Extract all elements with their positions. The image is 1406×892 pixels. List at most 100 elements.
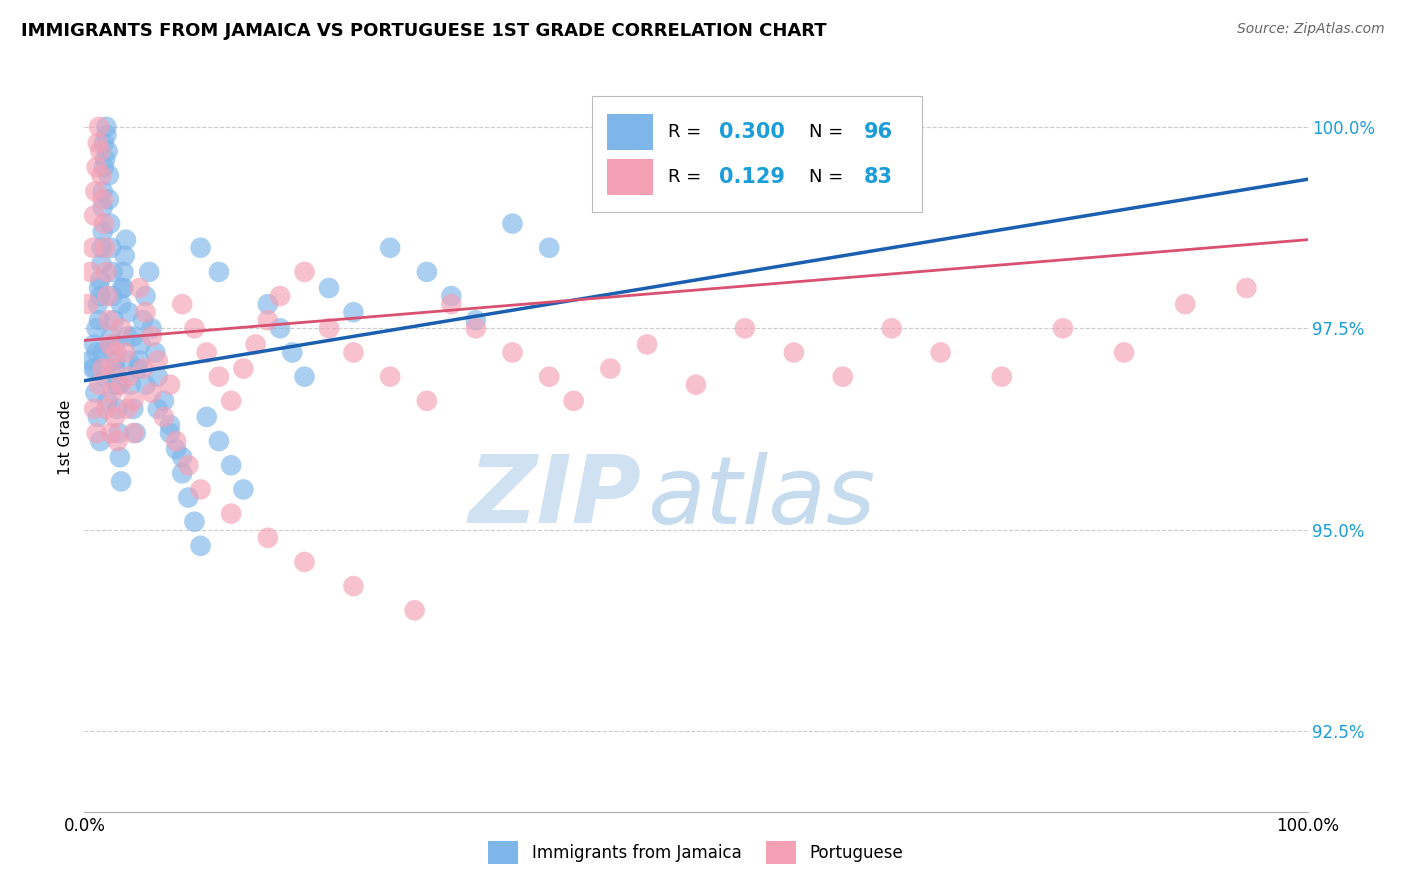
Point [416,393,439,408]
Point [464,321,486,335]
Point [685,377,707,392]
Point [97,168,120,182]
Point [257,531,280,545]
Point [404,603,426,617]
Point [502,217,524,231]
Point [91,345,114,359]
Point [100,329,122,343]
Text: 83: 83 [863,167,893,187]
Text: 96: 96 [863,122,893,142]
Point [93,160,115,174]
Point [269,321,291,335]
Point [87,409,110,424]
Point [101,385,124,400]
Point [342,305,364,319]
Point [734,321,756,335]
Point [86,321,108,335]
Text: R =: R = [668,123,707,141]
Point [146,369,169,384]
Point [86,425,108,440]
Point [143,345,166,359]
Point [129,337,152,351]
Point [114,345,136,359]
Point [100,241,122,255]
Point [104,353,127,368]
Point [172,297,194,311]
Point [132,361,155,376]
Point [269,289,291,303]
Point [195,345,218,359]
Point [77,297,100,311]
Text: ZIP: ZIP [468,451,641,543]
Point [110,321,132,335]
Point [97,289,120,303]
Point [416,265,439,279]
Text: IMMIGRANTS FROM JAMAICA VS PORTUGUESE 1ST GRADE CORRELATION CHART: IMMIGRANTS FROM JAMAICA VS PORTUGUESE 1S… [21,22,827,40]
Text: 0.129: 0.129 [720,167,785,187]
Point [562,393,585,408]
Point [94,152,117,166]
Point [172,467,194,481]
Point [83,337,105,351]
Text: Source: ZipAtlas.com: Source: ZipAtlas.com [1237,22,1385,37]
Point [79,265,101,279]
Point [83,401,105,416]
Point [294,555,316,569]
Point [98,337,121,351]
Point [138,265,160,279]
Point [110,475,132,489]
Point [783,345,806,359]
Point [177,458,200,473]
Point [79,353,101,368]
Point [93,136,115,150]
Point [82,241,104,255]
Point [105,377,128,392]
Y-axis label: 1st Grade: 1st Grade [58,400,73,475]
Point [440,297,463,311]
Point [97,313,120,327]
Point [318,281,340,295]
Point [91,225,114,239]
Point [159,425,181,440]
Text: atlas: atlas [647,451,876,542]
Point [380,369,402,384]
Point [132,313,155,327]
Point [110,377,132,392]
Point [90,168,112,182]
Point [281,345,304,359]
Point [100,361,122,376]
Point [110,297,132,311]
Point [96,120,118,134]
Point [122,393,145,408]
Point [104,337,127,351]
Point [257,297,280,311]
Point [122,401,145,416]
Text: N =: N = [808,123,848,141]
Point [245,337,267,351]
Point [87,297,110,311]
Point [502,345,524,359]
Point [82,361,104,376]
Point [86,345,108,359]
Point [440,289,463,303]
Point [96,128,118,142]
Point [1114,345,1136,359]
Point [87,281,110,295]
Point [114,249,136,263]
Point [342,579,364,593]
Point [219,507,242,521]
Point [97,393,120,408]
Point [190,483,212,497]
Point [183,515,205,529]
Point [135,305,157,319]
Point [125,425,148,440]
Point [84,185,107,199]
Point [97,144,120,158]
Bar [606,114,654,150]
Point [135,377,157,392]
Point [83,209,105,223]
Point [153,393,176,408]
Text: R =: R = [668,168,707,186]
Point [117,353,139,368]
Point [1052,321,1074,335]
